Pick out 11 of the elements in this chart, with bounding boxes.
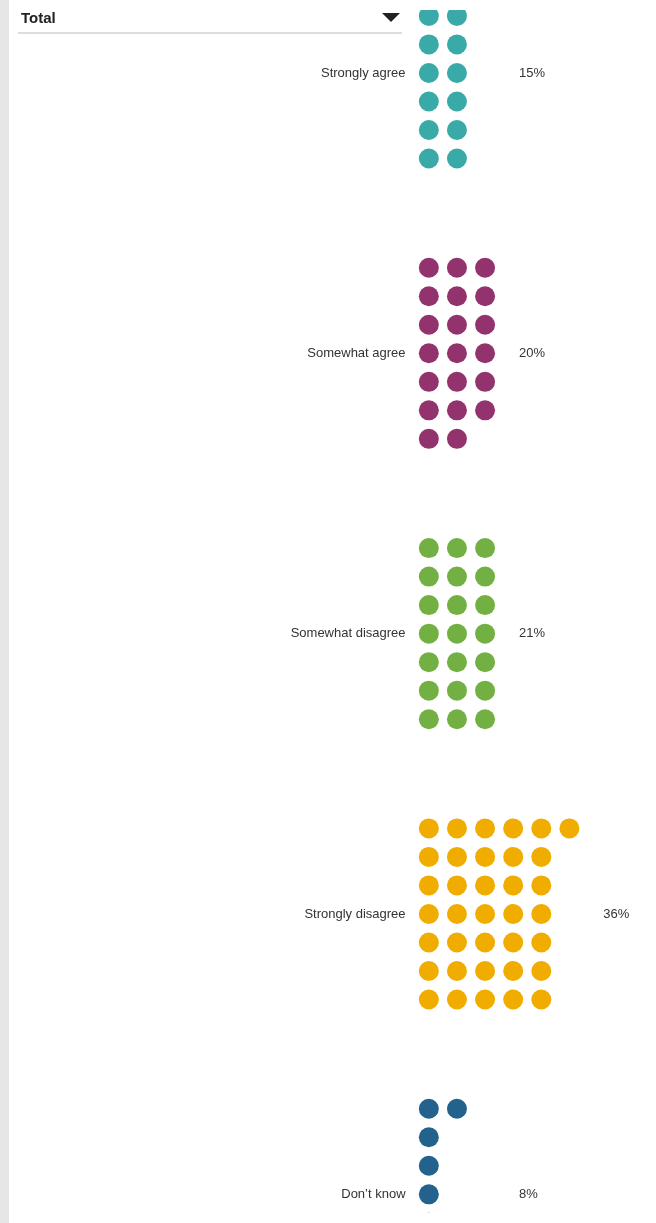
data-label: 20% (518, 344, 546, 360)
category-label: Somewhat agree (307, 344, 406, 360)
category-label: Don’t know (341, 1185, 407, 1201)
category-label: Strongly agree (321, 64, 406, 80)
data-label: 36% (603, 905, 630, 921)
dropdown: Total (18, 6, 402, 34)
category-label: Somewhat disagree (290, 625, 406, 641)
data-label: 8% (518, 1185, 539, 1201)
data-label: 15% (518, 64, 546, 80)
category-label: Strongly disagree (304, 905, 406, 921)
data-label: 21% (518, 625, 546, 641)
